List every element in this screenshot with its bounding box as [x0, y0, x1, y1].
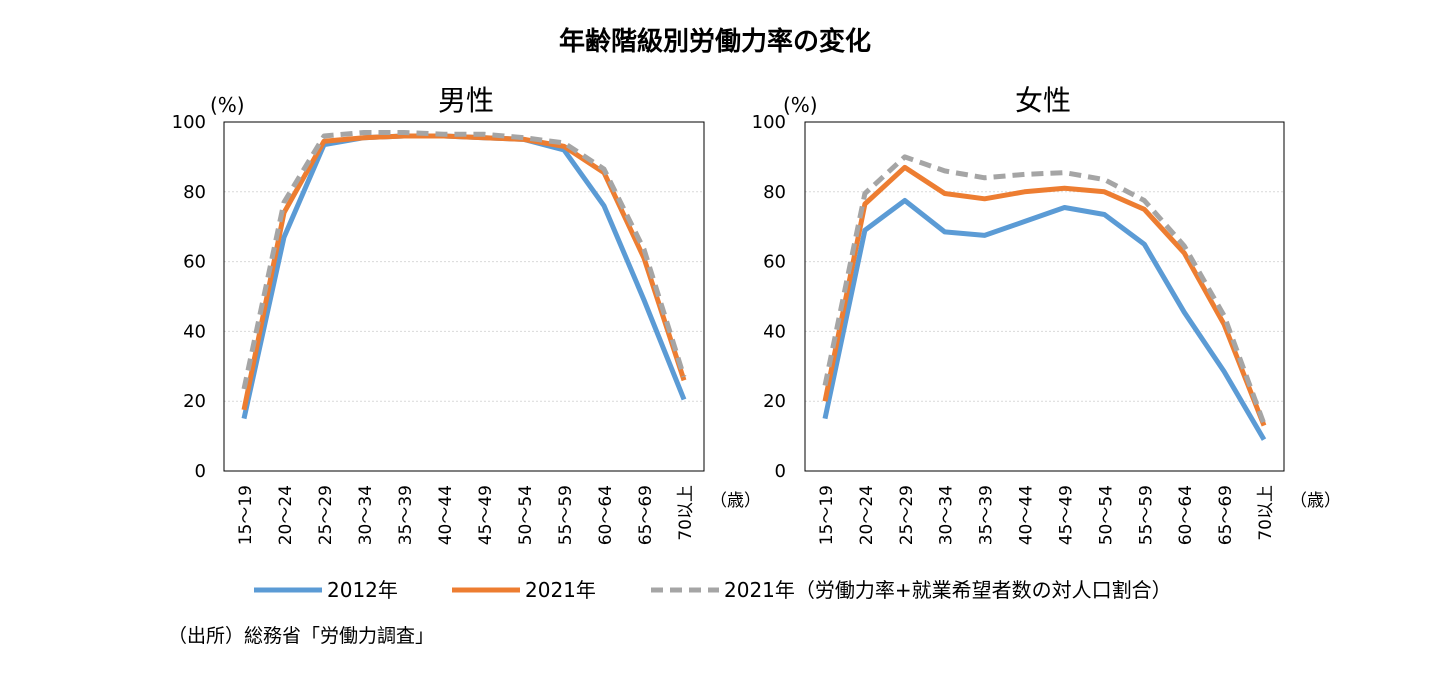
chart-panel-female: 女性 (%) 0 20 40 60 80 100 15～19 20～24 25～29 30～34 35～… [752, 84, 1341, 545]
chart-title: 女性 [1015, 84, 1071, 117]
charts-layer: 男性 (%) 0 20 40 60 80 100 15～19 20～24 25～29 30～34 35～… [172, 84, 1341, 545]
y-tick-label: 100 [172, 112, 206, 133]
y-tick-label: 100 [752, 112, 786, 133]
y-tick-label: 40 [763, 321, 786, 342]
series-line-2012 [822, 198, 1267, 441]
y-tick-label: 60 [183, 252, 206, 273]
legend-label: 2012年 [327, 578, 398, 602]
y-tick-label: 0 [775, 461, 786, 482]
legend: 2012年 2021年 2021年（労働力率+就業希望者数の対人口割合） [254, 578, 1172, 602]
x-tick-label: 40～44 [436, 485, 456, 545]
x-tick-label: 55～59 [556, 485, 576, 545]
y-axis-unit: (%) [783, 93, 818, 117]
chart-panel-male: 男性 (%) 0 20 40 60 80 100 15～19 20～24 25～29 30～34 35～… [172, 84, 761, 545]
x-tick-label: 35～39 [977, 485, 997, 545]
legend-item: 2012年 [254, 578, 398, 602]
x-axis-unit: （歳） [1290, 491, 1341, 511]
y-axis-unit: (%) [210, 93, 245, 117]
series-line-2021 [822, 164, 1267, 427]
x-tick-label: 30～34 [937, 485, 957, 545]
x-tick-label: 65～69 [636, 485, 656, 545]
x-tick-label: 60～64 [596, 485, 616, 545]
y-tick-label: 40 [183, 321, 206, 342]
source-note: （出所）総務省「労働力調査」 [168, 625, 434, 647]
x-tick-label: 70以上 [1256, 485, 1276, 541]
x-tick-label: 20～24 [857, 485, 877, 545]
y-tick-label: 0 [195, 461, 206, 482]
x-tick-label: 65～69 [1216, 485, 1236, 545]
x-axis-unit: （歳） [710, 491, 761, 511]
series-line-2012 [241, 133, 687, 420]
legend-item: 2021年 [452, 578, 596, 602]
chart-title: 男性 [438, 84, 494, 117]
plot-area [223, 121, 705, 472]
y-tick-label: 80 [763, 182, 786, 203]
y-tick-label: 60 [763, 252, 786, 273]
x-tick-label: 45～49 [1056, 485, 1076, 545]
legend-label: 2021年（労働力率+就業希望者数の対人口割合） [724, 578, 1172, 602]
y-tick-label: 20 [183, 391, 206, 412]
x-tick-label: 35～39 [396, 485, 416, 545]
x-tick-label: 60～64 [1176, 485, 1196, 545]
x-tick-label: 20～24 [276, 485, 296, 545]
y-tick-label: 80 [183, 182, 206, 203]
series-line-2021-plus [822, 154, 1267, 425]
x-tick-label: 55～59 [1136, 485, 1156, 545]
y-tick-label: 20 [763, 391, 786, 412]
x-tick-label: 25～29 [897, 485, 917, 545]
x-tick-label: 50～54 [516, 485, 536, 545]
series-line-2021-plus [241, 130, 687, 390]
legend-label: 2021年 [525, 578, 596, 602]
figure-title: 年齢階級別労働力率の変化 [559, 26, 871, 57]
x-tick-label: 40～44 [1017, 485, 1037, 545]
x-tick-label: 30～34 [356, 485, 376, 545]
x-tick-label: 45～49 [476, 485, 496, 545]
x-tick-label: 15～19 [817, 485, 837, 545]
x-tick-label: 70以上 [676, 485, 696, 541]
x-tick-label: 25～29 [316, 485, 336, 545]
x-tick-label: 15～19 [236, 485, 256, 545]
legend-item: 2021年（労働力率+就業希望者数の対人口割合） [651, 578, 1172, 602]
x-tick-label: 50～54 [1096, 485, 1116, 545]
plot-area [804, 121, 1285, 472]
